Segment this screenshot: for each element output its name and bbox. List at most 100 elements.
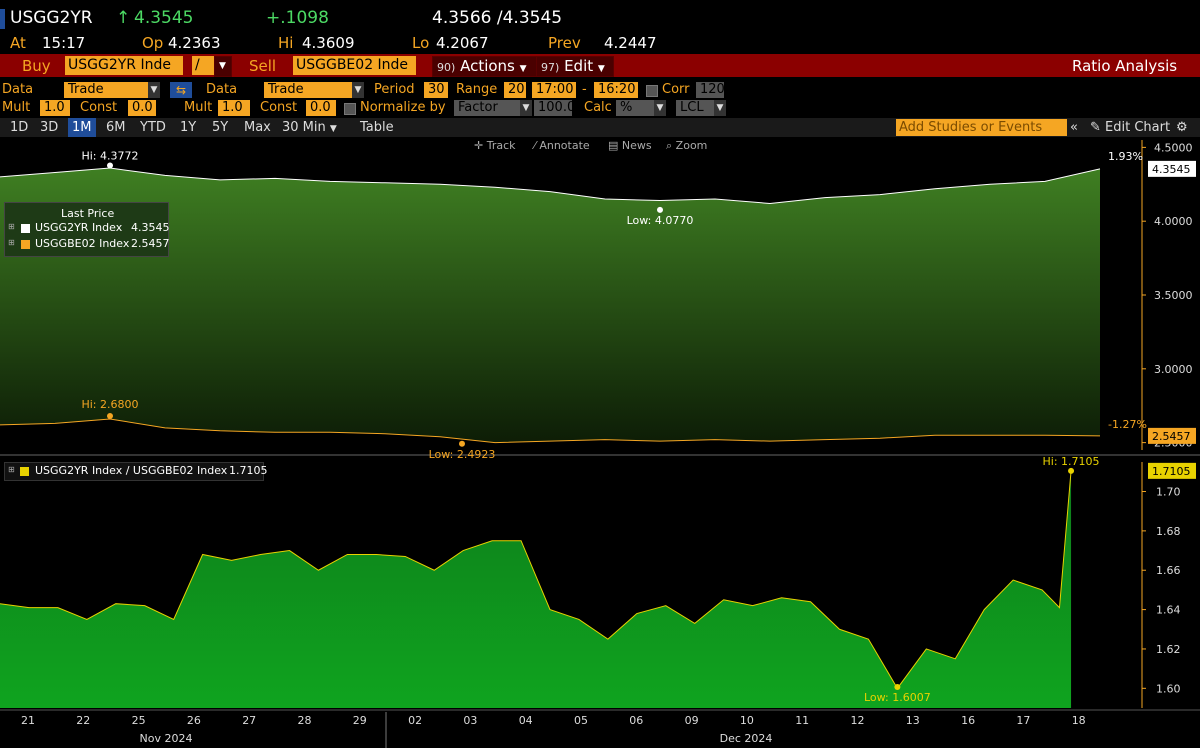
ticker: USGG2YR (10, 8, 93, 28)
prev-label: Prev (548, 34, 581, 52)
mult1-label: Mult (2, 100, 31, 115)
tab-5y[interactable]: 5Y (212, 120, 229, 135)
time-to-input[interactable]: 16:20 (594, 82, 638, 98)
gear-icon[interactable]: ⚙ (1176, 120, 1188, 135)
pencil-icon: ✎ (1090, 120, 1101, 135)
upper-legend: Last Price ⊞ USGG2YR Index 4.3545 ⊞ USGG… (4, 202, 170, 257)
news-button[interactable]: ▤ News (608, 139, 652, 152)
normalize-checkbox[interactable] (344, 103, 356, 115)
lower-ratio-chart[interactable] (0, 470, 1072, 708)
x-tick-label: 10 (740, 714, 754, 727)
tab-1y[interactable]: 1Y (180, 120, 197, 135)
high-label: Hi (278, 34, 294, 52)
tab-max[interactable]: Max (244, 120, 271, 135)
usggbe02-high-marker: Hi: 2.6800 (81, 398, 138, 411)
upper-fill-area (0, 168, 1100, 443)
upper-price-chart[interactable] (0, 167, 1101, 444)
news-icon: ▤ (608, 139, 619, 152)
normalize-value-input[interactable]: 100.0 (534, 100, 575, 116)
add-studies-input[interactable]: Add Studies or Events (896, 119, 1067, 136)
calc-select[interactable]: % (616, 100, 654, 116)
edit-button[interactable]: 97) Edit ▼ (536, 56, 614, 77)
tab-1m[interactable]: 1M (68, 118, 96, 137)
x-tick-label: 21 (21, 714, 35, 727)
chevron-down-icon: ▼ (597, 64, 605, 74)
const1-input[interactable]: 0.0 (128, 100, 156, 116)
corr-input[interactable]: 120 (696, 82, 725, 98)
calc-label: Calc (584, 100, 612, 115)
data1-select[interactable]: Trade (64, 82, 148, 98)
x-tick-label: 05 (574, 714, 588, 727)
tab-3d[interactable]: 3D (40, 120, 59, 135)
ratio-fill-area (0, 470, 1072, 708)
period-input[interactable]: 30 (424, 82, 448, 98)
tab-6m[interactable]: 6M (106, 120, 126, 135)
corr-checkbox[interactable] (646, 85, 658, 97)
normalize-dropdown-icon[interactable]: ▼ (520, 100, 532, 116)
y-tick-label: 4.0000 (1154, 215, 1193, 228)
up-arrow-icon: ↑ (116, 8, 131, 28)
usgg2yr-line (0, 167, 1101, 204)
range-input[interactable]: 20 (504, 82, 526, 98)
mult1-input[interactable]: 1.0 (40, 100, 70, 116)
legend-series-usggbe02: USGGBE02 Index (35, 237, 130, 250)
legend-series-ratio: USGG2YR Index / USGGBE02 Index (35, 464, 228, 477)
usgg2yr-high-marker: Hi: 4.3772 (81, 150, 138, 163)
x-tick-label: 27 (242, 714, 256, 727)
edit-label: Edit (564, 57, 594, 75)
tab-1d[interactable]: 1D (10, 120, 29, 135)
last-tag-usgg2yr-bg (1148, 160, 1196, 177)
usgg2yr-high-marker-dot (107, 162, 113, 169)
swap-icon[interactable]: ⇆ (170, 82, 192, 98)
track-button[interactable]: ✛ Track (474, 139, 516, 152)
x-tick-label: 11 (795, 714, 809, 727)
expand-icon[interactable]: ⊞ (8, 222, 15, 231)
data2-dropdown-icon[interactable]: ▼ (352, 82, 364, 98)
lcl-select[interactable]: LCL (676, 100, 714, 116)
time-from-input[interactable]: 17:00 (532, 82, 576, 98)
legend-series-usgg2yr: USGG2YR Index (35, 221, 123, 234)
track-label: Track (486, 139, 516, 152)
corr-label: Corr (662, 82, 690, 97)
zoom-button[interactable]: ⌕ Zoom (666, 139, 707, 153)
normalize-select[interactable]: Factor (454, 100, 520, 116)
buy-label: Buy (22, 57, 51, 75)
y-tick-label: 1.60 (1156, 682, 1181, 695)
edit-chart-button[interactable]: ✎ Edit Chart (1086, 118, 1174, 137)
collapse-icon[interactable]: « (1070, 120, 1078, 135)
lcl-dropdown-icon[interactable]: ▼ (714, 100, 726, 116)
operator-select[interactable]: / (192, 56, 216, 75)
data2-select[interactable]: Trade (264, 82, 352, 98)
mult2-label: Mult (184, 100, 213, 115)
y-tick-label: 3.0000 (1154, 363, 1193, 376)
sell-security-input[interactable]: USGGBE02 Inde (293, 56, 416, 75)
at-label: At (10, 34, 26, 52)
prev-value: 4.2447 (604, 34, 657, 52)
legend-value-usgg2yr: 4.3545 (131, 221, 170, 234)
operator-dropdown-icon[interactable]: ▼ (214, 56, 232, 77)
tab-ytd[interactable]: YTD (140, 120, 166, 135)
expand-icon[interactable]: ⊞ (8, 465, 15, 474)
mult2-input[interactable]: 1.0 (218, 100, 250, 116)
data1-label: Data (2, 82, 34, 97)
annotate-button[interactable]: ⁄ Annotate (534, 139, 590, 152)
interval-select[interactable]: 30 Min ▼ (278, 118, 341, 137)
actions-button[interactable]: 90) Actions ▼ (432, 56, 538, 77)
const2-input[interactable]: 0.0 (306, 100, 336, 116)
range-label: Range (456, 82, 498, 97)
expand-icon[interactable]: ⊞ (8, 238, 15, 247)
chevron-down-icon: ▼ (519, 64, 527, 74)
data1-dropdown-icon[interactable]: ▼ (148, 82, 160, 98)
buy-security-input[interactable]: USGG2YR Inde (65, 56, 183, 75)
x-tick-label: 29 (353, 714, 367, 727)
chevron-down-icon: ▼ (329, 124, 337, 134)
ratio-high-marker: Hi: 1.7105 (1043, 455, 1100, 468)
news-label: News (621, 139, 652, 152)
at-value: 15:17 (42, 34, 86, 52)
last-tag-ratio: 1.7105 (1152, 465, 1191, 478)
table-button[interactable]: Table (360, 120, 394, 135)
annotate-label: Annotate (539, 139, 590, 152)
legend-swatch-usgg2yr (21, 224, 30, 233)
calc-dropdown-icon[interactable]: ▼ (654, 100, 666, 116)
zoom-icon: ⌕ (666, 139, 673, 152)
